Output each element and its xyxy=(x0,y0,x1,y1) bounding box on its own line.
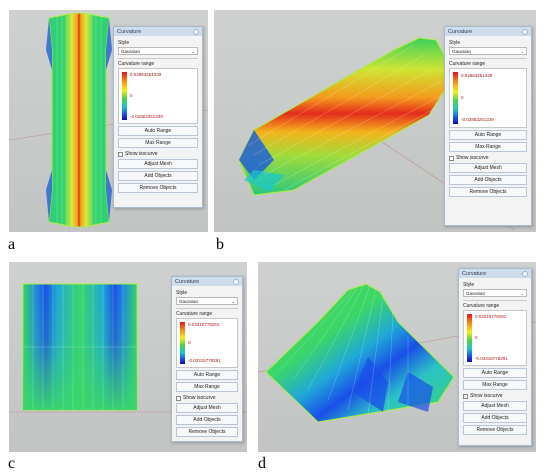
remove-objects-button[interactable]: Remove Objects xyxy=(463,425,527,435)
style-label: Style xyxy=(449,40,461,46)
curvature-dialog: Curvature Style Gaussian ⌄ Curvature rang… xyxy=(113,26,203,208)
subfigure-label-c: c xyxy=(8,455,16,472)
range-mid-value: 0 xyxy=(461,95,464,100)
show-isocurve-label: Show isocurve xyxy=(470,393,503,399)
range-max-value: 0.02863251339 xyxy=(130,72,162,77)
curvature-surface-a[interactable] xyxy=(9,10,208,232)
auto-range-button[interactable]: Auto Range xyxy=(449,130,527,140)
curvature-range-label: Curvature range xyxy=(176,311,213,317)
curvature-dialog: Curvature Style Gaussian ⌄ Curvature rang… xyxy=(444,26,532,226)
checkbox-box[interactable] xyxy=(176,395,181,401)
curvature-range-legend: 0.02863251339 0 -0.02863251339 xyxy=(449,68,527,128)
range-min-value: -0.02863251339 xyxy=(461,117,494,122)
range-max-value: 0.03315778291 xyxy=(475,314,507,319)
subfigure-label-a: a xyxy=(8,236,16,253)
auto-range-button[interactable]: Auto Range xyxy=(118,126,198,136)
curvature-dialog: Curvature Style Gaussian ⌄ Curvature rang… xyxy=(458,268,532,446)
viewport-panel-b: Curvature Style Gaussian ⌄ Curvature rang… xyxy=(214,10,536,232)
subfigure-label-b: b xyxy=(216,236,224,253)
chevron-down-icon: ⌄ xyxy=(520,49,524,54)
divider xyxy=(118,58,198,59)
divider xyxy=(449,58,527,59)
remove-objects-button[interactable]: Remove Objects xyxy=(449,187,527,197)
show-isocurve-label: Show isocurve xyxy=(125,151,158,157)
add-objects-button[interactable]: Add Objects xyxy=(118,171,198,181)
add-objects-button[interactable]: Add Objects xyxy=(463,413,527,423)
max-range-button[interactable]: Max Range xyxy=(176,382,238,392)
add-objects-button[interactable]: Add Objects xyxy=(176,415,238,425)
dialog-title: Curvature xyxy=(445,27,531,36)
range-max-value: 0.03315778291 xyxy=(188,322,220,327)
checkbox-box[interactable] xyxy=(449,155,454,161)
show-isocurve-checkbox[interactable]: Show isocurve xyxy=(449,155,527,161)
subfigure-label-d: d xyxy=(258,455,266,472)
chevron-down-icon: ⌄ xyxy=(191,49,195,54)
adjust-mesh-button[interactable]: Adjust Mesh xyxy=(463,401,527,411)
max-range-button[interactable]: Max Range xyxy=(463,380,527,390)
curvature-range-label: Curvature range xyxy=(118,61,155,67)
close-icon[interactable] xyxy=(233,278,239,285)
dialog-title: Curvature xyxy=(114,27,202,36)
style-select[interactable]: Gaussian ⌄ xyxy=(176,297,238,305)
range-min-value: -0.02863251339 xyxy=(130,114,163,119)
style-label: Style xyxy=(176,290,188,296)
adjust-mesh-button[interactable]: Adjust Mesh xyxy=(118,159,198,169)
close-icon[interactable] xyxy=(522,28,528,35)
range-min-value: -0.03315778291 xyxy=(188,358,221,363)
chevron-down-icon: ⌄ xyxy=(231,299,235,304)
show-isocurve-checkbox[interactable]: Show isocurve xyxy=(118,151,198,157)
range-mid-value: 0 xyxy=(188,340,191,345)
curvature-dialog: Curvature Style Gaussian ⌄ Curvature rang… xyxy=(171,276,243,442)
close-icon[interactable] xyxy=(522,270,528,277)
adjust-mesh-button[interactable]: Adjust Mesh xyxy=(449,163,527,173)
curvature-range-legend: 0.03315778291 0 -0.03315778291 xyxy=(176,318,238,368)
color-scale-bar xyxy=(467,314,472,362)
viewport-panel-d: Curvature Style Gaussian ⌄ Curvature rang… xyxy=(258,262,536,452)
chevron-down-icon: ⌄ xyxy=(520,291,524,296)
range-mid-value: 0 xyxy=(475,335,478,340)
curvature-range-legend: 0.02863251339 0 -0.02863251339 xyxy=(118,68,198,124)
range-mid-value: 0 xyxy=(130,93,133,98)
show-isocurve-label: Show isocurve xyxy=(183,395,216,401)
remove-objects-button[interactable]: Remove Objects xyxy=(176,427,238,437)
show-isocurve-checkbox[interactable]: Show isocurve xyxy=(463,393,527,399)
viewport-panel-c: Curvature Style Gaussian ⌄ Curvature rang… xyxy=(9,262,247,452)
curvature-surface-d[interactable] xyxy=(258,262,536,452)
range-min-value: -0.03315778291 xyxy=(475,356,508,361)
remove-objects-button[interactable]: Remove Objects xyxy=(118,183,198,193)
curvature-range-label: Curvature range xyxy=(463,303,500,309)
divider xyxy=(463,300,527,301)
curvature-range-legend: 0.03315778291 0 -0.03315778291 xyxy=(463,310,527,366)
dialog-title: Curvature xyxy=(172,277,242,286)
show-isocurve-label: Show isocurve xyxy=(456,155,489,161)
curvature-range-label: Curvature range xyxy=(449,61,486,67)
max-range-button[interactable]: Max Range xyxy=(118,138,198,148)
style-select[interactable]: Gaussian ⌄ xyxy=(463,289,527,297)
dialog-title: Curvature xyxy=(459,269,531,278)
style-label: Style xyxy=(118,40,130,46)
add-objects-button[interactable]: Add Objects xyxy=(449,175,527,185)
color-scale-bar xyxy=(453,72,458,124)
close-icon[interactable] xyxy=(193,28,199,35)
range-max-value: 0.02863251339 xyxy=(461,73,493,78)
color-scale-bar xyxy=(180,322,185,364)
show-isocurve-checkbox[interactable]: Show isocurve xyxy=(176,395,238,401)
viewport-panel-a: Curvature Style Gaussian ⌄ Curvature rang… xyxy=(9,10,208,232)
divider xyxy=(176,308,238,309)
style-select[interactable]: Gaussian ⌄ xyxy=(118,47,198,55)
style-select[interactable]: Gaussian ⌄ xyxy=(449,47,527,55)
adjust-mesh-button[interactable]: Adjust Mesh xyxy=(176,403,238,413)
max-range-button[interactable]: Max Range xyxy=(449,142,527,152)
auto-range-button[interactable]: Auto Range xyxy=(176,370,238,380)
color-scale-bar xyxy=(122,72,127,120)
checkbox-box[interactable] xyxy=(463,393,468,399)
checkbox-box[interactable] xyxy=(118,151,123,157)
auto-range-button[interactable]: Auto Range xyxy=(463,368,527,378)
curvature-surface-c[interactable] xyxy=(9,262,247,452)
style-label: Style xyxy=(463,282,475,288)
